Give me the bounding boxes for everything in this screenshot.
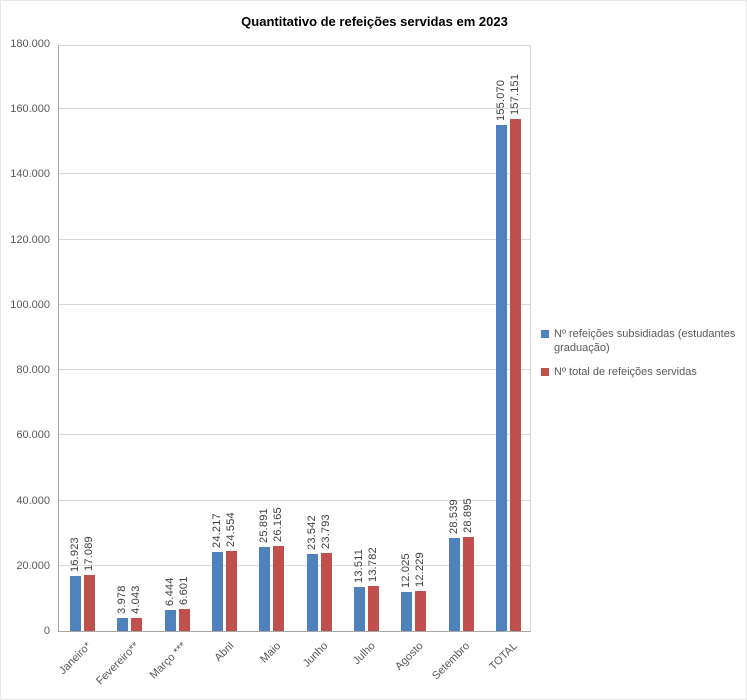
legend-swatch (541, 330, 549, 338)
plot-area: 16.923 17.089 3.978 4.043 6.444 6.601 24.217 24… (58, 45, 531, 632)
bar-value-label: 157.151 (508, 73, 521, 115)
y-axis-label: 20.000 (16, 559, 50, 572)
bar-value-label: 13.511 (352, 548, 365, 583)
bar-value-label: 6.601 (177, 576, 190, 605)
bar (320, 553, 332, 631)
x-axis-label: Junho (300, 640, 331, 670)
legend-label: Nº refeições subsidiadas (estudantes gra… (554, 328, 736, 355)
legend: Nº refeições subsidiadas (estudantes gra… (541, 327, 745, 379)
bar-value-label: 4.043 (130, 585, 143, 614)
bar (415, 591, 427, 631)
bar-value-label: 23.542 (305, 515, 318, 550)
bar (164, 610, 176, 631)
bar (495, 125, 507, 631)
bar (178, 609, 190, 631)
bar-value-label: 28.539 (447, 499, 460, 534)
gridline (59, 173, 530, 175)
legend-label: Nº total de refeições servidas (554, 365, 697, 378)
bar (367, 586, 379, 631)
bar (462, 537, 474, 631)
bar (509, 119, 521, 631)
y-axis-label: 120.000 (10, 233, 50, 246)
bar-value-label: 17.089 (83, 536, 96, 571)
bar-value-label: 23.793 (319, 514, 332, 549)
bar-value-label: 25.891 (258, 508, 271, 543)
y-axis-label: 160.000 (10, 103, 50, 116)
bar (226, 551, 238, 631)
bar-value-label: 13.782 (366, 547, 379, 582)
x-axis-label: Janeiro* (57, 640, 95, 678)
bar-value-label: 28.895 (461, 498, 474, 533)
bar (353, 587, 365, 631)
legend-item: Nº refeições subsidiadas (estudantes gra… (541, 327, 745, 356)
bar (70, 576, 82, 631)
bar-value-label: 3.978 (116, 585, 129, 614)
bar-value-label: 24.554 (225, 512, 238, 547)
gridline (59, 238, 530, 240)
x-axis-label: Agosto (392, 640, 426, 673)
gridline (59, 499, 530, 501)
y-axis-label: 180.000 (10, 38, 50, 50)
x-axis-label: Abril (211, 640, 237, 665)
bar (401, 592, 413, 631)
x-axis-label: Setembro (430, 640, 473, 683)
x-axis-label: Julho (350, 640, 378, 668)
y-axis-label: 100.000 (10, 298, 50, 311)
bar (306, 554, 318, 631)
y-axis-label: 0 (43, 625, 50, 637)
gridline (59, 108, 530, 110)
y-axis-label: 60.000 (16, 429, 50, 442)
legend-swatch (541, 367, 549, 376)
bar (84, 575, 96, 631)
bar-value-label: 6.444 (163, 577, 176, 606)
chart-title: Quantitativo de refeições servidas em 20… (241, 14, 508, 29)
gridline (59, 303, 530, 305)
bar-value-label: 12.025 (400, 553, 413, 588)
y-axis-label: 80.000 (16, 364, 50, 377)
x-axis-label: Fevereiro** (94, 640, 142, 688)
bar (117, 618, 129, 631)
y-axis-label: 140.000 (10, 168, 50, 181)
bar-value-label: 24.217 (211, 513, 224, 548)
x-axis-label: TOTAL (487, 640, 520, 673)
y-axis-label: 40.000 (16, 494, 50, 507)
bar-value-label: 16.923 (69, 537, 82, 572)
gridline (59, 369, 530, 371)
bar-value-label: 26.165 (272, 507, 285, 542)
bar (131, 618, 143, 631)
bar-value-label: 12.229 (414, 552, 427, 587)
gridline (59, 564, 530, 566)
x-axis-label: Março *** (147, 640, 189, 682)
bar (259, 547, 271, 631)
bar (448, 538, 460, 631)
gridline (59, 434, 530, 436)
bar-value-label: 155.070 (494, 79, 507, 121)
x-axis-label: Maio (257, 640, 284, 666)
bar (273, 546, 285, 631)
legend-item: Nº total de refeições servidas (541, 365, 745, 379)
bar (212, 552, 224, 631)
